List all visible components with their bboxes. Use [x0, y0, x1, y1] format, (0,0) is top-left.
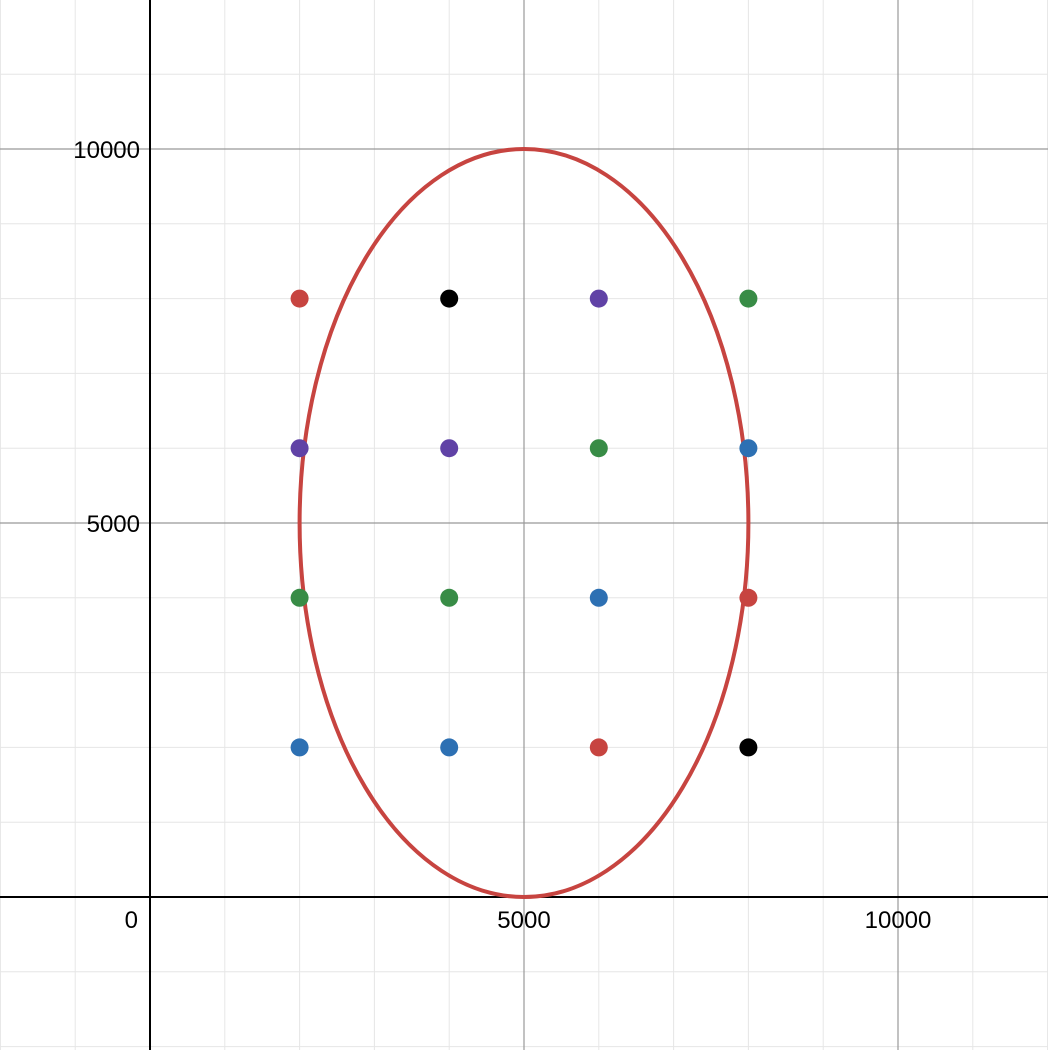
data-point [589, 738, 608, 757]
data-point [290, 738, 309, 757]
data-point [589, 588, 608, 607]
x-tick-label: 10000 [865, 907, 932, 934]
x-tick-label-origin: 0 [125, 907, 138, 934]
data-point [589, 439, 608, 458]
x-tick-label: 5000 [497, 907, 550, 934]
data-point [440, 738, 459, 757]
data-point [440, 439, 459, 458]
data-point [589, 289, 608, 308]
data-point [739, 439, 758, 458]
curves [297, 147, 751, 899]
data-point [440, 289, 459, 308]
data-point [739, 738, 758, 757]
data-points [290, 289, 758, 757]
data-point [739, 289, 758, 308]
data-point [290, 588, 309, 607]
y-tick-label: 5000 [87, 511, 140, 538]
y-tick-label: 10000 [73, 137, 140, 164]
data-point [739, 588, 758, 607]
tick-labels: 0 5000 10000 5000 10000 [73, 137, 931, 934]
data-point [290, 439, 309, 458]
data-point [290, 289, 309, 308]
ellipse-curve [297, 147, 751, 899]
data-point [440, 588, 459, 607]
